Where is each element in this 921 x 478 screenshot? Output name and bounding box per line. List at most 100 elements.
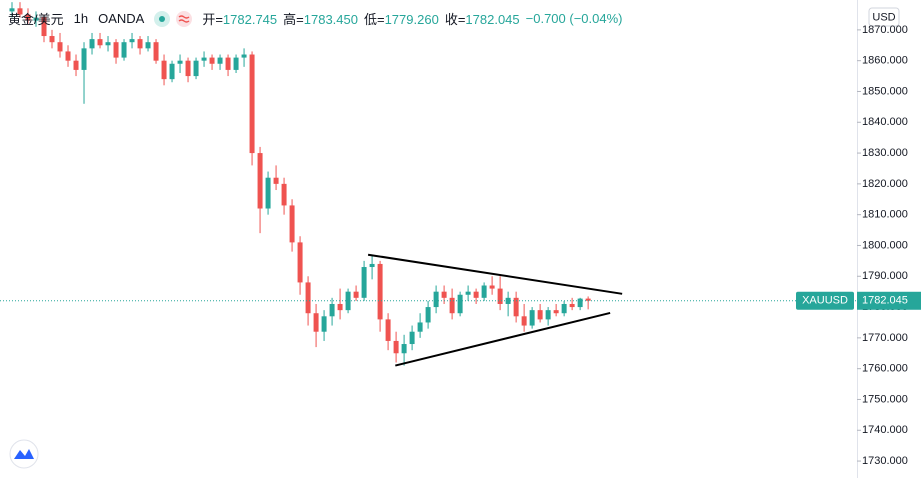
ticker-tag — [796, 291, 854, 310]
y-tick-label: 1770.000 — [862, 332, 908, 344]
stat-value: 1779.260 — [384, 12, 439, 27]
last-price-tag — [857, 291, 921, 310]
y-tick-label: 1750.000 — [862, 393, 908, 405]
candle-body — [417, 322, 423, 332]
header: 黄金/美元 1h OANDA 开=1782.745 高=1783.450 低=177… — [8, 9, 623, 28]
candle-body — [329, 303, 335, 317]
y-tick-label: 1810.000 — [862, 209, 908, 221]
candle-body — [545, 310, 551, 320]
candle-body — [9, 8, 15, 12]
delay-icon[interactable] — [176, 10, 193, 27]
candle-body — [433, 291, 439, 308]
stat-label: 低= — [363, 12, 385, 27]
y-tick-label: 1740.000 — [862, 424, 908, 436]
candle-body — [185, 60, 191, 77]
candle-body — [137, 39, 143, 49]
candle-body — [553, 310, 559, 314]
candle-body — [489, 285, 495, 289]
change: −0.700 (−0.04%) — [525, 11, 623, 26]
candle-body — [281, 183, 287, 206]
candle-body — [561, 303, 567, 314]
logo[interactable] — [9, 439, 39, 469]
candle-body — [577, 298, 583, 308]
candle-body — [73, 60, 79, 70]
candle-body — [321, 316, 327, 332]
ticker: XAUUSD — [802, 295, 848, 307]
candle-body — [161, 60, 167, 80]
candle-body — [17, 8, 23, 15]
candle-body — [265, 177, 271, 209]
last-price-label: 1782.045 — [862, 295, 908, 307]
candle-body — [145, 42, 151, 49]
currency-box[interactable] — [868, 7, 900, 27]
candle-body — [457, 294, 463, 314]
candle-body — [305, 282, 311, 314]
market-dot — [159, 15, 166, 22]
candle-body — [521, 316, 527, 326]
candle-body — [25, 14, 31, 21]
candle-body — [65, 51, 71, 61]
candle-body — [497, 288, 503, 304]
candle-body — [297, 242, 303, 283]
candle-body — [57, 42, 63, 52]
y-tick-label: 1870.000 — [862, 24, 908, 36]
candle-body — [441, 291, 447, 298]
candle-body — [97, 39, 103, 46]
candle-body — [273, 177, 279, 184]
candle-body — [377, 263, 383, 320]
candle-body — [313, 313, 319, 332]
candle-body — [209, 57, 215, 64]
candle-body — [233, 57, 239, 70]
candle-body — [585, 298, 591, 301]
candle-body — [337, 303, 343, 311]
candle-body — [257, 153, 263, 209]
y-tick-label: 1730.000 — [862, 455, 908, 467]
candle-body — [89, 39, 95, 49]
exchange: OANDA — [98, 11, 145, 26]
stat-value: 1782.745 — [222, 12, 278, 27]
candle-body — [225, 57, 231, 70]
candle-body — [33, 17, 39, 21]
y-tick-label: 1820.000 — [862, 178, 908, 190]
candle-body — [393, 340, 399, 354]
candle-body — [177, 60, 183, 64]
y-tick-label: 1850.000 — [862, 85, 908, 97]
stat: 收=1782.045 — [445, 12, 520, 27]
candle-body — [369, 263, 375, 268]
y-tick-label: 1840.000 — [862, 116, 908, 128]
stat-label: 高= — [283, 12, 304, 27]
candle-body — [401, 344, 407, 354]
candle-body — [193, 60, 199, 77]
stat: 开=1782.745 — [202, 12, 277, 27]
stat-value: 1783.450 — [303, 12, 358, 27]
candle-body — [513, 297, 519, 317]
stat: 低=1779.260 — [364, 12, 439, 27]
status-icons — [154, 10, 193, 27]
candle-body — [201, 57, 207, 61]
candle-body — [425, 307, 431, 323]
trendline — [395, 311, 611, 367]
candle-body — [241, 54, 247, 58]
candle-body — [353, 291, 359, 298]
interval: 1h — [73, 11, 89, 26]
candle-body — [473, 291, 479, 298]
candle-body — [409, 331, 415, 345]
plot — [9, 2, 623, 367]
candle-body — [169, 63, 175, 80]
candle-body — [105, 42, 111, 46]
candle-body — [529, 310, 535, 326]
trendline — [367, 253, 623, 295]
y-tick-label: 1830.000 — [862, 147, 908, 159]
candle-body — [41, 17, 47, 37]
candle-body — [113, 42, 119, 58]
logo-mark — [14, 449, 34, 459]
candle-body — [121, 42, 127, 58]
candle-body — [129, 39, 135, 43]
candle-body — [481, 285, 487, 298]
candle-body — [449, 297, 455, 314]
candle-body — [49, 36, 55, 43]
stat-value: 1782.045 — [465, 12, 520, 27]
y-tick-label: 1760.000 — [862, 363, 908, 375]
